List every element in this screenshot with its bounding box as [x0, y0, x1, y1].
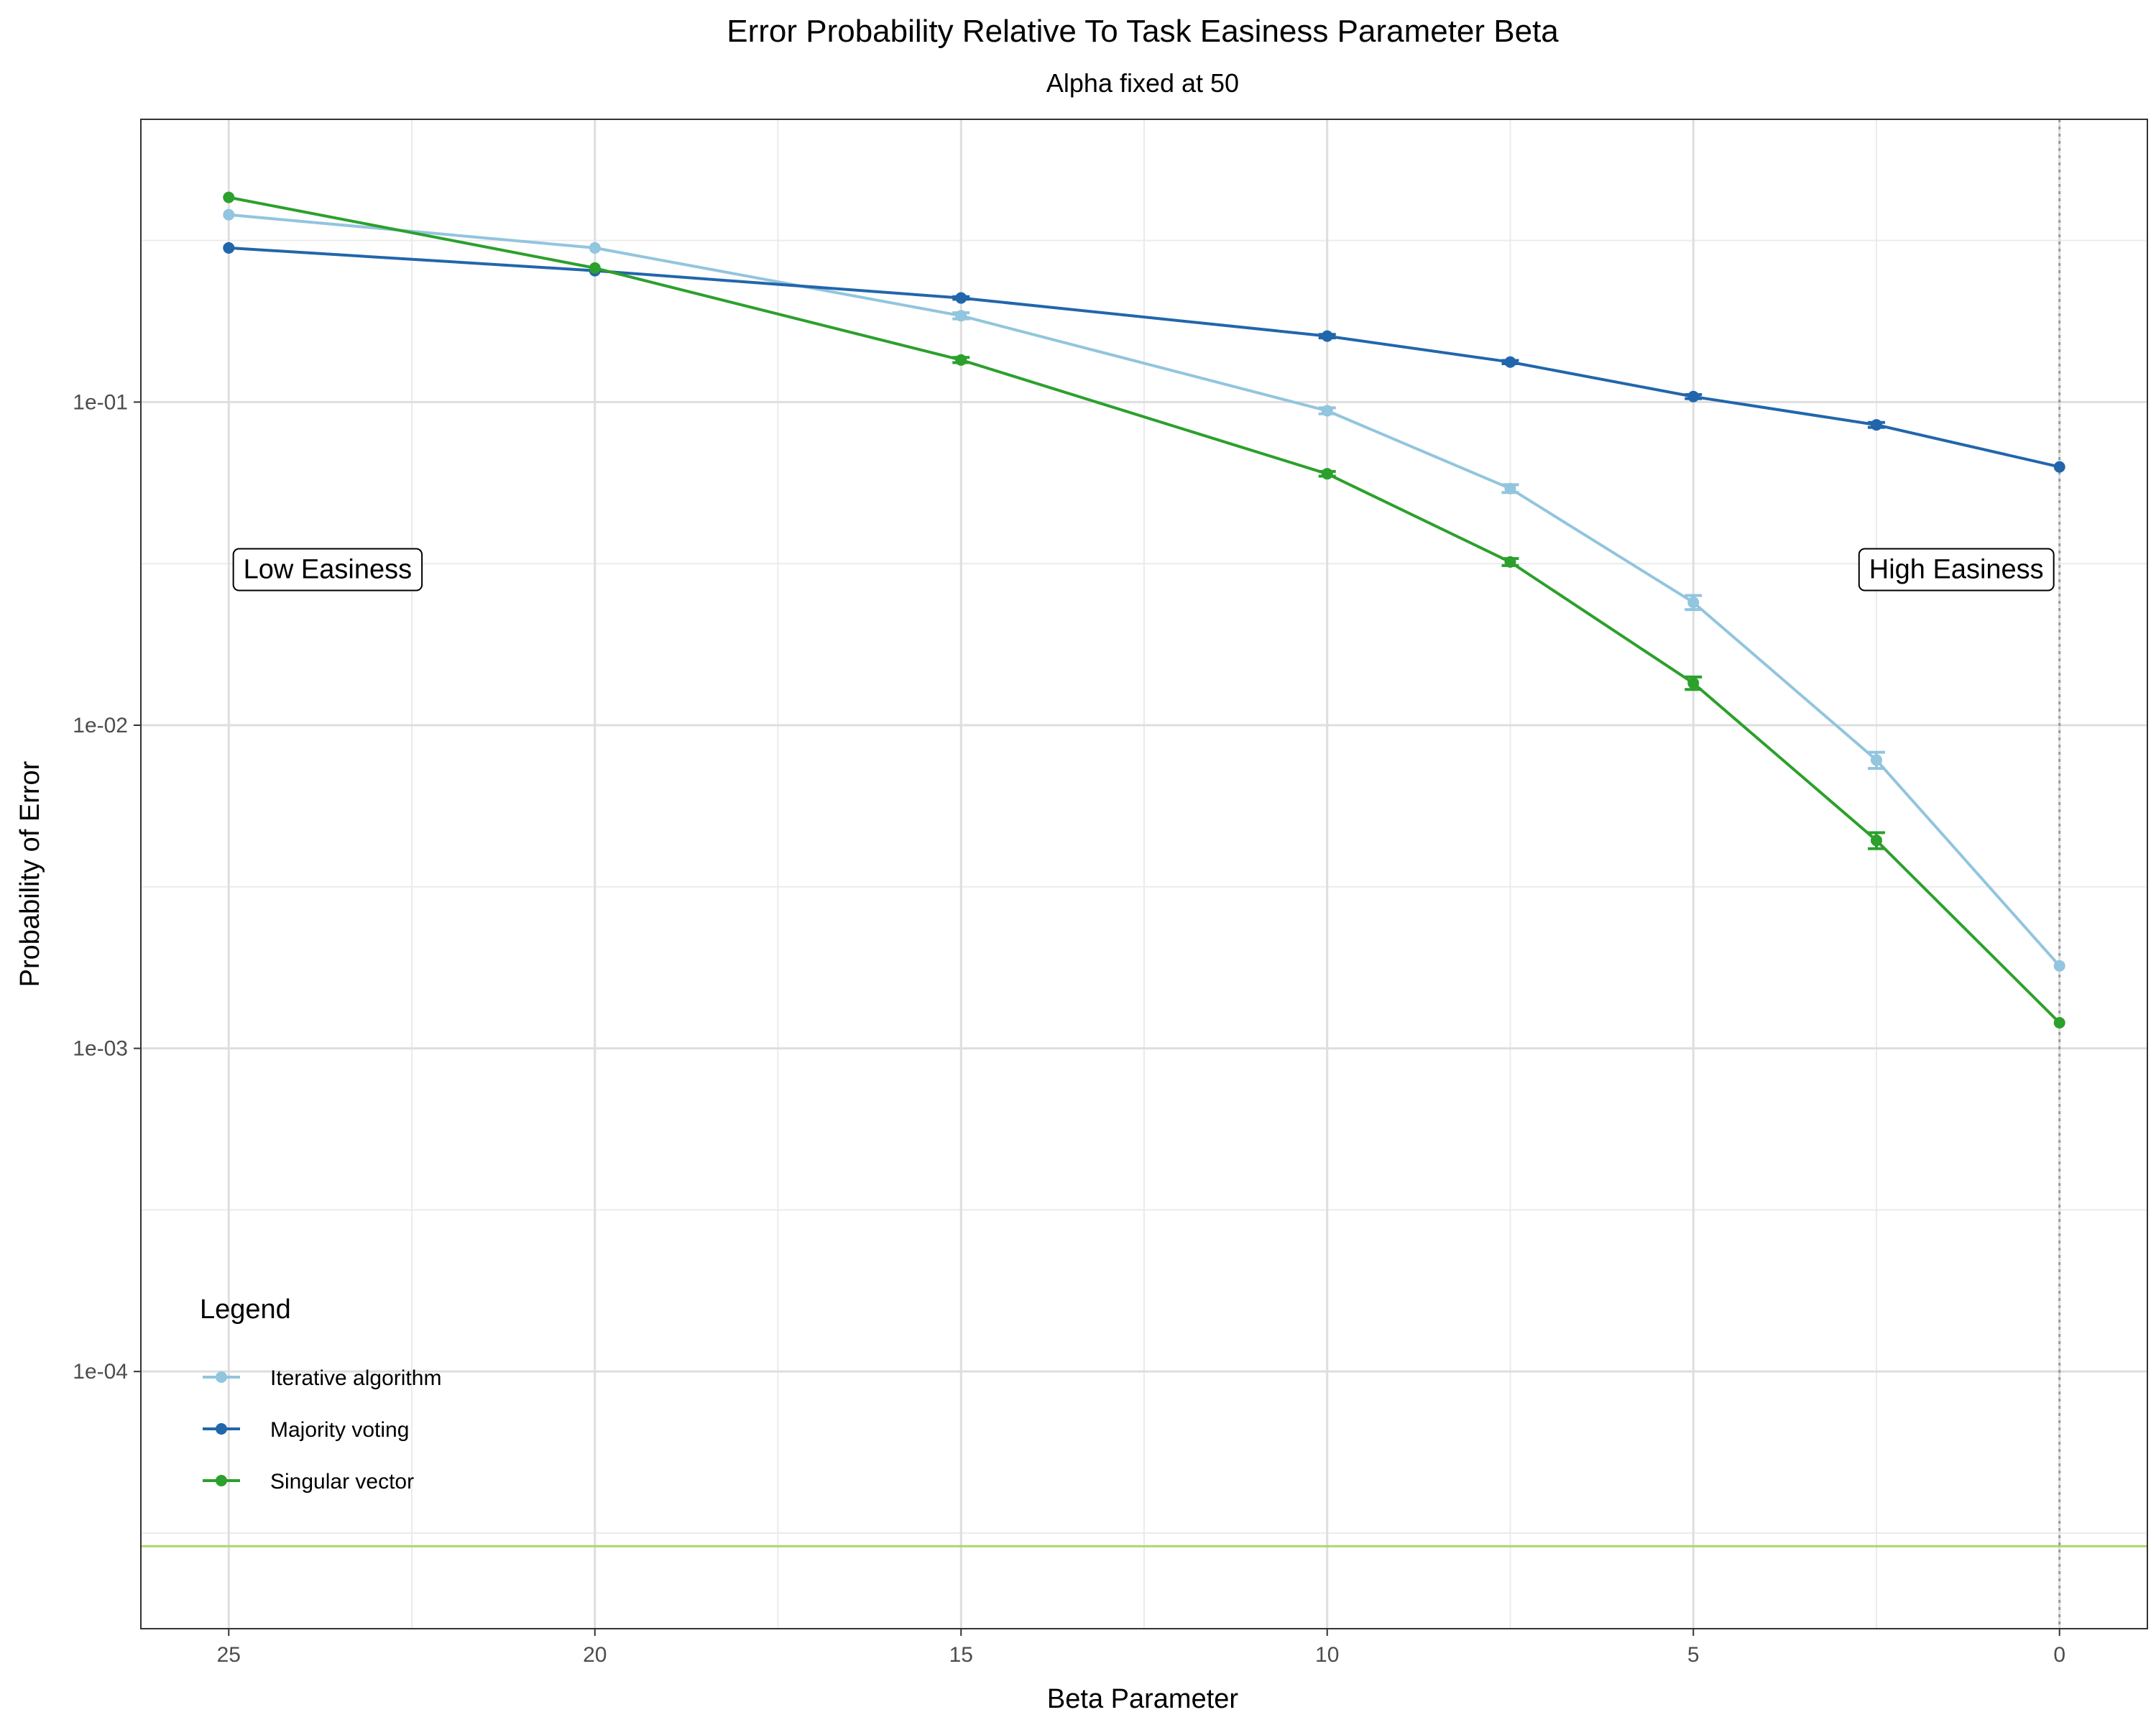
annotation-box [1858, 548, 2055, 592]
data-point [589, 262, 601, 274]
x-tick-label: 20 [583, 1643, 607, 1667]
legend: Legend Iterative algorithm Majority voting… [200, 1294, 441, 1494]
axes: 25 20 15 10 5 0 1e-01 1e-02 1e-03 1e-04 [73, 390, 2065, 1667]
annotation-high-easiness: High Easiness [1858, 548, 2055, 592]
y-tick-label: 1e-02 [73, 714, 128, 737]
y-tick-label: 1e-04 [73, 1360, 128, 1384]
data-point [1870, 419, 1882, 431]
legend-item-majority-voting: Majority voting [203, 1418, 409, 1442]
series-line [228, 196, 2061, 1024]
legend-key-point [216, 1423, 227, 1435]
x-tick-label: 15 [949, 1643, 973, 1667]
legend-label: Majority voting [270, 1418, 409, 1442]
data-point [223, 208, 235, 221]
chart-title: Error Probability Relative To Task Easin… [727, 14, 1559, 49]
series-line [229, 246, 2060, 469]
annotation-low-easiness: Low Easiness [232, 548, 423, 592]
series-singular-vector [223, 191, 2065, 1029]
data-point [223, 191, 235, 203]
legend-item-singular-vector: Singular vector [203, 1470, 414, 1494]
data-point [955, 292, 967, 304]
data-point [1321, 468, 1333, 480]
y-tick-label: 1e-01 [73, 390, 128, 414]
data-point [955, 310, 967, 322]
legend-title: Legend [200, 1294, 291, 1325]
x-tick-label: 10 [1315, 1643, 1339, 1667]
legend-item-iterative-algorithm: Iterative algorithm [203, 1366, 441, 1390]
data-point [1687, 597, 1700, 609]
series-majority-voting [223, 242, 2065, 473]
series-layer [223, 191, 2065, 1029]
plot-panel: Low Easiness High Easiness Legend Iterativ… [140, 119, 2148, 1629]
annotation-box [232, 548, 423, 592]
y-axis-title: Probability of Error [15, 760, 45, 987]
legend-label: Singular vector [270, 1470, 414, 1494]
data-point [2053, 461, 2065, 473]
chart-subtitle: Alpha fixed at 50 [1046, 68, 1239, 98]
y-tick-label: 1e-03 [73, 1037, 128, 1061]
legend-key-point [216, 1371, 227, 1383]
data-point [589, 242, 601, 254]
x-tick-label: 0 [2053, 1643, 2065, 1667]
data-point [2053, 960, 2065, 972]
series-line [229, 213, 2061, 967]
data-point [955, 354, 967, 366]
data-point [1321, 330, 1333, 342]
data-point [1687, 390, 1700, 402]
legend-key-point [216, 1475, 227, 1486]
data-point [1321, 405, 1333, 417]
reference-lines [141, 119, 2147, 1629]
data-point [223, 242, 235, 254]
data-point [1504, 356, 1516, 368]
legend-label: Iterative algorithm [270, 1366, 441, 1390]
data-point [1687, 677, 1700, 689]
data-point [1504, 482, 1516, 494]
series-iterative-algorithm [223, 208, 2065, 972]
data-point [1870, 754, 1882, 766]
annotation-label: Low Easiness [244, 555, 412, 585]
data-point [1870, 834, 1882, 847]
data-point [2053, 1016, 2065, 1029]
x-tick-label: 25 [217, 1643, 241, 1667]
annotation-label: High Easiness [1869, 555, 2044, 585]
annotations: Low Easiness High Easiness [232, 548, 2055, 592]
plot-panel-border [140, 119, 2148, 1629]
x-tick-label: 5 [1687, 1643, 1700, 1667]
x-axis-title: Beta Parameter [1047, 1684, 1238, 1714]
data-point [1504, 556, 1516, 568]
